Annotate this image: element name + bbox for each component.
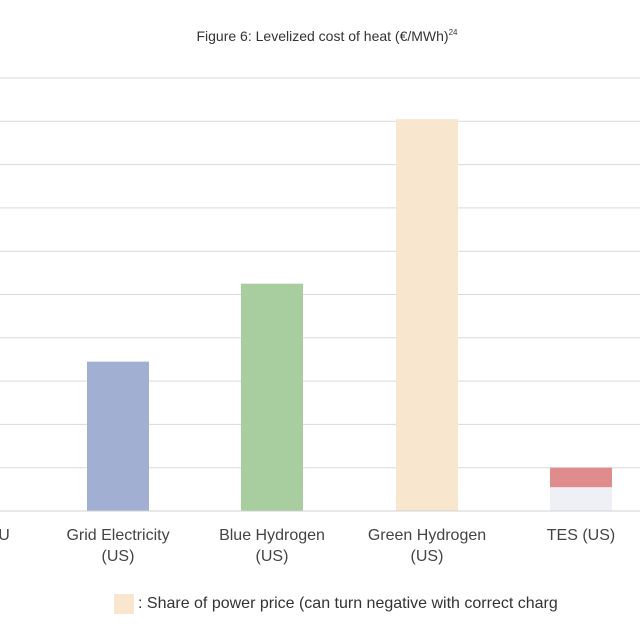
bar-base [396,119,458,511]
x-tick-label: (EU) [0,527,10,565]
x-tick-label: Blue Hydrogen (US) [219,527,325,565]
x-tick-label: Green Hydrogen (US) [368,527,486,565]
bar-base [87,361,149,511]
x-tick-label-line: Green Hydrogen [368,527,486,544]
chart-title-superscript: 24 [449,28,458,37]
x-tick-label-line: (US) [102,548,135,565]
x-tick-label-line: (US) [411,548,444,565]
x-tick-labels: (EU) Grid Electricity (US) Blue Hydrogen (US… [0,527,615,565]
legend: : Share of power price (can turn negativ… [114,594,558,614]
bar-power-share [550,467,612,488]
bars [87,119,612,511]
legend-swatch [114,594,134,614]
legend-label: : Share of power price (can turn negativ… [138,595,558,612]
x-tick-label-line: (US) [256,548,289,565]
chart-title-text: Figure 6: Levelized cost of heat (€/MWh) [196,28,448,44]
x-tick-label-line: (EU [0,527,10,544]
x-tick-label-line: Grid Electricity [66,527,169,544]
x-tick-label-line: TES (US) [547,527,615,544]
bar-base [241,283,303,511]
bar-base [550,487,612,511]
x-tick-label: Grid Electricity (US) [66,527,169,565]
chart-title: Figure 6: Levelized cost of heat (€/MWh)… [196,28,458,44]
x-tick-label: TES (US) [547,527,615,544]
x-tick-label-line: Blue Hydrogen [219,527,325,544]
